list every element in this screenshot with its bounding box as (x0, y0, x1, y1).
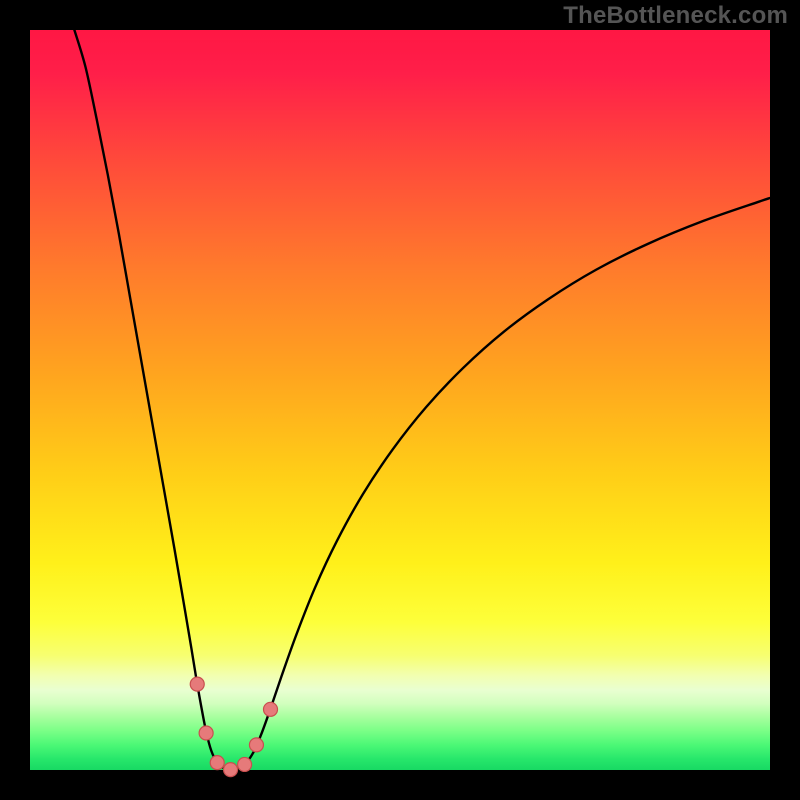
data-marker (264, 702, 278, 716)
data-marker (199, 726, 213, 740)
chart-canvas: TheBottleneck.com (0, 0, 800, 800)
data-marker (224, 763, 238, 777)
data-marker (190, 677, 204, 691)
data-marker (210, 756, 224, 770)
data-marker (249, 738, 263, 752)
bottleneck-chart-svg (0, 0, 800, 800)
plot-area (30, 30, 770, 770)
watermark-text: TheBottleneck.com (563, 2, 788, 30)
data-marker (238, 757, 252, 771)
